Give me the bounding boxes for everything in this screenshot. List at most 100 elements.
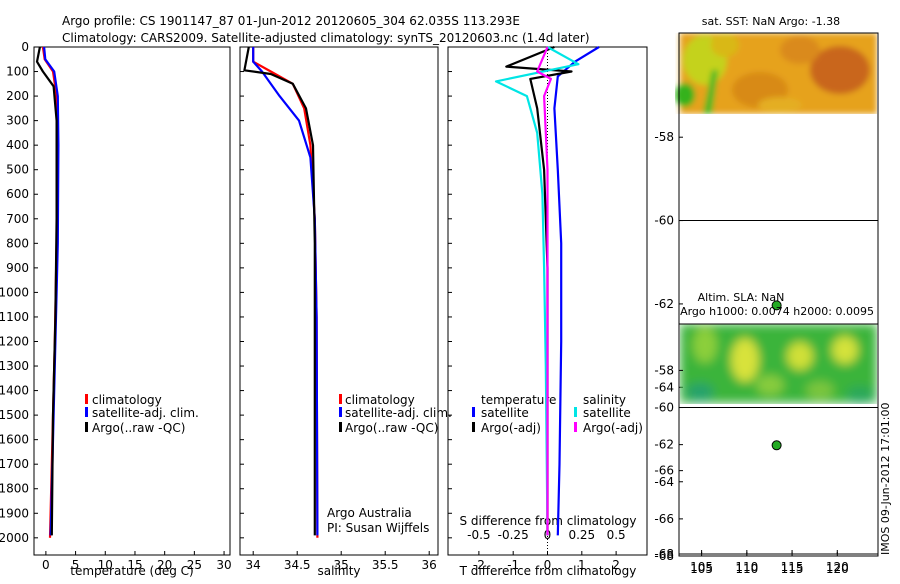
ytick-label: 100 [6, 65, 29, 79]
xtick-top-label: 0.25 [568, 528, 595, 542]
legend-swatch-s-satellite [574, 407, 577, 417]
difference-xlabel: T difference from climatology [459, 564, 637, 578]
legend-label-satellite: satellite-adj. clim. [92, 406, 199, 420]
series-satellite-adj-clim [252, 47, 319, 536]
map-xtick-label: 110 [735, 560, 758, 574]
ytick-label: 1000 [0, 285, 29, 299]
xtick-label: 0 [42, 558, 50, 572]
ytick-label: 1700 [0, 457, 29, 471]
ytick-label: 600 [6, 187, 29, 201]
xtick-label: 15 [127, 558, 142, 572]
ytick-label: 1600 [0, 433, 29, 447]
legend-label-t-argo: Argo(-adj) [481, 421, 541, 435]
xtick-top-label: 0.5 [607, 528, 626, 542]
annotation-argo-australia: Argo Australia [327, 506, 412, 520]
ytick-label: 400 [6, 138, 29, 152]
sla-axes-frame [678, 323, 879, 557]
ytick-label: 2000 [0, 531, 29, 545]
temperature-xlabel: temperature (deg C) [70, 564, 193, 578]
legend-swatch-satellite [85, 407, 88, 417]
timestamp-stamp: IMOS 09-Jun-2012 17:01:00 [879, 402, 892, 555]
legend-label-satellite: satellite-adj. clim. [345, 406, 452, 420]
xtick-label: 25 [187, 558, 202, 572]
xtick-label: 0 [544, 558, 552, 572]
map-ytick-label: -66 [654, 512, 674, 526]
ytick-label: 500 [6, 163, 29, 177]
title-line-1: Argo profile: CS 1901147_87 01-Jun-2012 … [62, 14, 520, 28]
salinity-xlabel: salinity [317, 564, 360, 578]
legend-label-argo: Argo(..raw -QC) [92, 421, 185, 435]
xtick-label: 35 [334, 558, 349, 572]
map-ytick-label: -66 [654, 464, 674, 478]
legend-swatch-s-argo [574, 422, 577, 432]
sla-map-title-1: Altim. SLA: NaN [698, 291, 785, 304]
series-s-argo-adj [536, 46, 553, 536]
map-ytick-label: -68 [654, 549, 674, 563]
legend-swatch-argo [339, 422, 342, 432]
legend-label-t-satellite: satellite [481, 406, 529, 420]
sla-field [680, 324, 877, 404]
legend-label-climatology: climatology [345, 393, 415, 407]
ytick-label: 1300 [0, 359, 29, 373]
series-t-satellite [553, 46, 600, 536]
map-xtick-label: 120 [826, 562, 849, 576]
ytick-label: 1800 [0, 482, 29, 496]
map-xtick-label: 115 [781, 560, 804, 574]
legend-label-climatology: climatology [92, 393, 162, 407]
ytick-label: 1200 [0, 334, 29, 348]
ytick-label: 200 [6, 89, 29, 103]
map-xtick-label: 110 [735, 562, 758, 576]
map-xtick-label: 105 [690, 562, 713, 576]
legend-title-salinity: salinity [583, 393, 626, 407]
sla-map-title-2: Argo h1000: 0.0074 h2000: 0.0095 [680, 305, 874, 318]
salinity-legend: climatology satellite-adj. clim. Argo(..… [339, 393, 452, 435]
difference-legend-temperature: temperature satellite Argo(-adj) [472, 393, 556, 435]
ytick-label: 1900 [0, 506, 29, 520]
map-ytick-label: -68 [654, 547, 674, 561]
xtick-label: -2 [473, 558, 485, 572]
ytick-label: 700 [6, 212, 29, 226]
series-s-satellite [494, 46, 580, 536]
ytick-label: 1400 [0, 384, 29, 398]
map-ytick-label: -58 [654, 363, 674, 377]
temperature-legend: climatology satellite-adj. clim. Argo(..… [85, 393, 199, 435]
legend-label-argo: Argo(..raw -QC) [345, 421, 438, 435]
xtick-label: 1 [578, 558, 586, 572]
xtick-label: 2 [612, 558, 620, 572]
ytick-label: 300 [6, 114, 29, 128]
xtick-label: 5 [72, 558, 80, 572]
legend-swatch-climatology [85, 394, 88, 404]
legend-title-temperature: temperature [481, 393, 556, 407]
xtick-label: -1 [507, 558, 519, 572]
map-xtick-label: 115 [781, 562, 804, 576]
salinity-axes-frame [239, 46, 439, 556]
legend-swatch-climatology [339, 394, 342, 404]
xtick-label: 36 [422, 558, 437, 572]
xtick-label: 20 [157, 558, 172, 572]
xtick-top-label: -0.5 [467, 528, 490, 542]
sst-map-title: sat. SST: NaN Argo: -1.38 [702, 15, 840, 28]
float-position-marker [771, 440, 782, 451]
float-position-marker [771, 300, 782, 311]
difference-legend-salinity: salinity satellite Argo(-adj) [574, 393, 643, 435]
sst-field [675, 33, 877, 114]
temperature-axes-frame [33, 46, 231, 556]
map-ytick-label: -60 [654, 214, 674, 228]
xtick-label: 34.5 [284, 558, 311, 572]
map-xtick-label: 105 [690, 560, 713, 574]
series-argo-raw-qc [243, 46, 316, 536]
ytick-label: 0 [21, 40, 29, 54]
difference-panel: T difference from climatology S differen… [447, 45, 648, 578]
temperature-panel: temperature (deg C) climatology satellit… [0, 40, 232, 578]
legend-swatch-satellite [339, 407, 342, 417]
map-ytick-label: -62 [654, 438, 674, 452]
annotation-pi: PI: Susan Wijffels [327, 521, 429, 535]
title-line-2: Climatology: CARS2009. Satellite-adjuste… [62, 31, 590, 45]
legend-swatch-t-satellite [472, 407, 475, 417]
legend-label-s-satellite: satellite [583, 406, 631, 420]
map-ytick-label: -64 [654, 380, 674, 394]
series-argo-raw-qc [35, 46, 58, 536]
map-xtick-label: 120 [826, 560, 849, 574]
legend-swatch-argo [85, 422, 88, 432]
